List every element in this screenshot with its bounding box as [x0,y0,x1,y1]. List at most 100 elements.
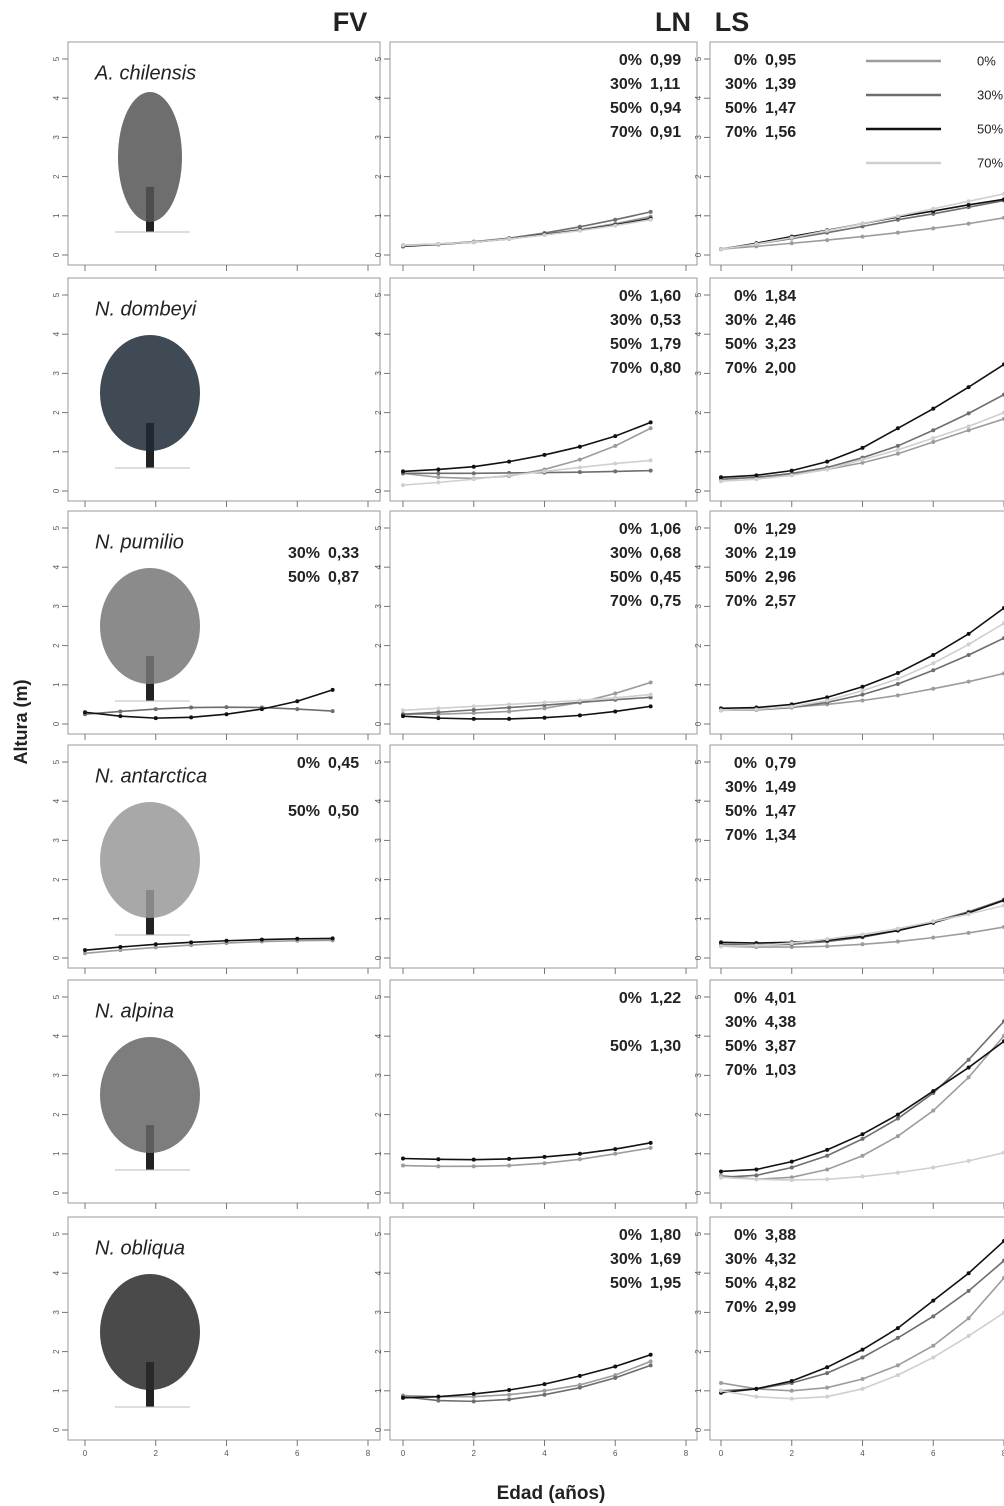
y-tick-label: 1 [52,449,61,454]
data-point [825,937,830,942]
y-tick-label: 0 [52,955,61,960]
annotation-value: 0,94 [650,100,681,117]
y-tick-label: 3 [694,1310,703,1315]
panel-frame [709,510,1004,735]
data-point [507,705,512,710]
annotation-label: 30% [610,1251,642,1268]
data-point [966,1158,971,1163]
data-point [471,1164,476,1169]
data-point [471,1391,476,1396]
data-point [577,465,582,470]
y-tick-label: 3 [694,1073,703,1078]
data-point [436,480,441,485]
y-tick-label: 0 [694,252,703,257]
data-point [224,938,229,943]
tree-canopy [100,335,200,451]
data-point [471,1394,476,1399]
x-tick-label: 6 [613,1449,618,1458]
panel-frame [389,510,698,735]
data-point [895,217,900,222]
data-point [719,940,723,945]
data-point [401,483,405,488]
data-point [648,695,653,700]
annotation-value: 0,68 [650,545,681,562]
data-point [895,1134,900,1139]
data-point [719,1175,723,1180]
y-tick-label: 3 [694,371,703,376]
data-point [436,706,441,711]
data-point [507,1156,512,1161]
annotation-label: 70% [725,593,757,610]
series-line [720,904,1004,948]
data-point [401,1395,405,1400]
panel-frame [389,1216,698,1441]
series-line [720,1040,1004,1173]
series-line [402,1353,651,1399]
data-point [966,1057,971,1062]
column-header: LN [655,7,691,37]
data-point [789,1159,794,1164]
panel-frame [389,41,698,266]
panel-frame [709,277,1004,502]
x-tick-label: 4 [860,1449,865,1458]
y-tick-label: 3 [374,371,383,376]
y-tick-label: 5 [374,759,383,764]
y-tick-label: 5 [52,292,61,297]
data-point [648,1352,653,1357]
y-tick-label: 1 [52,682,61,687]
y-tick-label: 0 [694,1427,703,1432]
panel-frame [67,979,381,1204]
annotation-label: 0% [734,1227,757,1244]
y-tick-label: 4 [694,798,703,803]
x-tick-label: 0 [83,1449,88,1458]
x-tick-label: 0 [719,1449,724,1458]
annotation-label: 70% [725,124,757,141]
y-tick-label: 1 [694,1388,703,1393]
data-point [860,224,865,229]
annotation-value: 0,95 [765,52,796,69]
data-point [754,477,759,482]
y-tick-label: 2 [52,410,61,415]
data-point [931,653,936,658]
data-point [471,240,476,245]
data-point [719,708,723,713]
data-point [931,1089,936,1094]
y-tick-label: 5 [52,994,61,999]
annotation-label: 0% [734,288,757,305]
annotation-label: 70% [610,124,642,141]
panel-frame [67,510,381,735]
data-point [613,461,618,466]
data-point [931,668,936,673]
data-point [860,698,865,703]
data-point [471,711,476,716]
data-point [436,242,441,247]
data-point [577,1157,582,1162]
y-tick-label: 1 [52,1151,61,1156]
data-point [931,211,936,216]
y-tick-label: 0 [694,1190,703,1195]
data-point [577,1373,582,1378]
data-point [224,712,229,717]
x-axis-label: Edad (años) [497,1483,606,1504]
data-point [648,692,653,697]
y-tick-label: 1 [374,1151,383,1156]
data-point [895,447,900,452]
tree-canopy [118,92,182,222]
y-tick-label: 2 [52,1112,61,1117]
y-tick-label: 5 [694,525,703,530]
y-tick-label: 5 [374,994,383,999]
annotation-label: 0% [734,521,757,538]
series-line [402,1147,651,1168]
y-tick-label: 5 [52,1231,61,1236]
data-point [825,238,830,243]
data-point [471,1399,476,1404]
data-point [825,1177,830,1182]
data-point [613,1151,618,1156]
series-line [402,211,651,247]
data-point [789,1175,794,1180]
data-point [754,242,759,247]
y-tick-label: 3 [374,135,383,140]
y-tick-label: 5 [694,292,703,297]
annotation-value: 1,80 [650,1227,681,1244]
data-point [436,710,441,715]
